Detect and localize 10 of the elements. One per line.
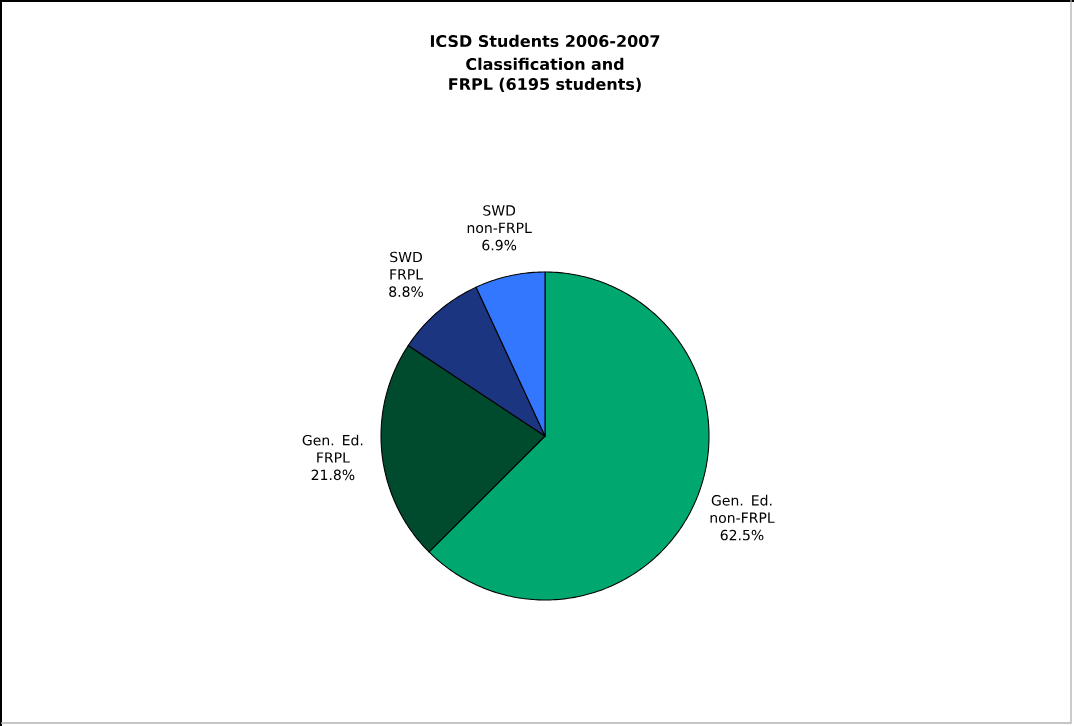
data-label: 6.9%	[482, 239, 517, 251]
slice-label: Gen. Ed. non-FRPL	[710, 494, 775, 523]
data-label: 21.8%	[311, 469, 355, 481]
chart-subtitle: Classification and FRPL (6195 students)	[449, 57, 641, 92]
chart-title: ICSD Students 2006-2007	[430, 34, 660, 48]
data-label: 62.5%	[720, 529, 764, 541]
slice-label: SWD non-FRPL	[467, 205, 532, 234]
slice-label: SWD FRPL	[390, 251, 423, 280]
data-label: 8.8%	[389, 286, 424, 297]
slice-label: Gen. Ed. FRPL	[302, 434, 363, 463]
